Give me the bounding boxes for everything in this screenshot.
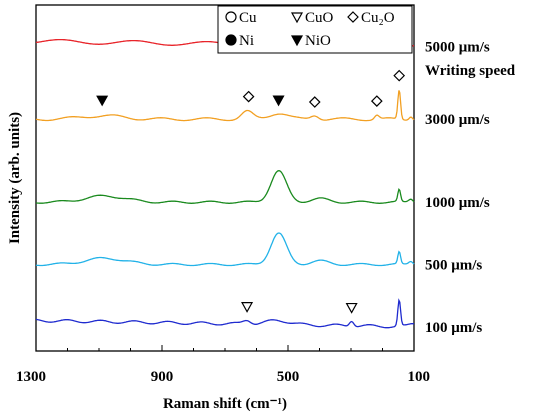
peak-marker-open-diamond-147 (393, 69, 406, 82)
legend: Cu CuO Cu₂O Ni NiO (217, 5, 413, 54)
series-label-100-m-s: 100 μm/s (425, 320, 482, 336)
legend-icon-open-triangle-down (290, 12, 304, 24)
series-line-100-m-s (35, 298, 415, 329)
legend-icon-open-circle (225, 11, 237, 23)
series-label-1000-m-s: 1000 μm/s (425, 195, 490, 211)
x-ticks: 1300 900 500 100 (16, 345, 430, 385)
series-lines (35, 38, 415, 329)
legend-label-cu: Cu (239, 10, 257, 26)
series-label-5000-m-s: 5000 μm/s (425, 40, 490, 56)
legend-label-nio: NiO (305, 33, 331, 49)
peak-marker-filled-triangle-down-1090 (96, 95, 109, 107)
peak-marker-open-triangle-down-630 (241, 302, 254, 313)
series-line-1000-m-s (35, 170, 415, 204)
y-axis-label: Intensity (arb. units) (7, 112, 23, 244)
legend-label-cu-o: Cu₂O (361, 10, 395, 26)
series-header: Writing speed (425, 63, 516, 79)
x-tick-label-1300: 1300 (16, 369, 46, 385)
peak-marker-open-diamond-218 (370, 95, 383, 107)
series-line-3000-m-s (35, 90, 415, 122)
series-line-500-m-s (35, 232, 415, 267)
legend-icon-filled-triangle-down (290, 35, 304, 47)
x-axis-label: Raman shift (cm⁻¹) (163, 396, 287, 412)
peak-marker-open-diamond-625 (242, 90, 255, 103)
legend-icon-open-diamond (347, 11, 359, 23)
legend-label-ni: Ni (239, 33, 254, 49)
series-labels: 5000 μm/s 3000 μm/s 1000 μm/s 500 μm/s 100 μ… (425, 40, 490, 336)
series-label-3000-m-s: 3000 μm/s (425, 112, 490, 128)
series-label-500-m-s: 500 μm/s (425, 258, 482, 274)
legend-box (217, 5, 413, 54)
peak-marker-open-triangle-down-298 (345, 302, 358, 314)
x-tick-label-900: 900 (151, 369, 174, 385)
peak-markers (96, 69, 406, 314)
legend-label-cuo: CuO (305, 10, 334, 26)
x-tick-label-100: 100 (408, 369, 431, 385)
peak-marker-open-diamond-415 (308, 96, 321, 108)
peak-marker-filled-triangle-down-530 (272, 95, 285, 107)
plot-frame (35, 4, 415, 352)
legend-icon-filled-circle (225, 34, 237, 46)
x-tick-label-500: 500 (277, 369, 300, 385)
